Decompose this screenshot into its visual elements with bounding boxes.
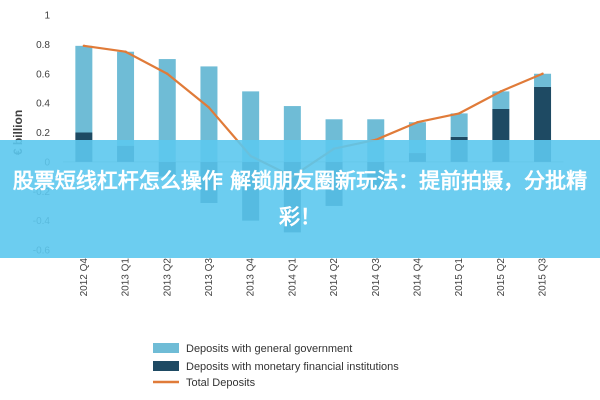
x-tick-label: 2015 Q2: [496, 258, 507, 297]
bar-government-deposits: [450, 113, 468, 137]
bar-government-deposits: [75, 45, 93, 133]
total-deposits-point: [166, 72, 169, 75]
y-tick-label: 1: [44, 11, 50, 22]
total-deposits-point: [416, 121, 419, 124]
x-tick-label: 2013 Q1: [121, 258, 132, 297]
bar-government-deposits: [117, 51, 135, 146]
legend-label: Deposits with monetary financial institu…: [186, 361, 399, 373]
x-tick-label: 2014 Q1: [287, 258, 298, 297]
total-deposits-point: [499, 90, 503, 93]
total-deposits-point: [541, 72, 544, 75]
total-deposits-point: [457, 112, 461, 115]
legend: Deposits with general government Deposits…: [153, 343, 399, 389]
x-tick-label: 2015 Q1: [454, 258, 465, 297]
banner-text: 股票短线杠杆怎么操作 解锁朋友圈新玩法：提前拍摄，分批精彩！: [12, 169, 588, 229]
bar-government-deposits: [534, 73, 552, 87]
legend-swatch: [153, 343, 179, 353]
legend-swatch: [153, 361, 179, 371]
total-deposits-point: [124, 50, 127, 53]
y-tick-label: 0.8: [36, 40, 50, 51]
bar-government-deposits: [200, 66, 218, 162]
x-tick-label: 2013 Q3: [204, 258, 215, 297]
x-tick-label: 2014 Q2: [329, 258, 340, 297]
x-tick-label: 2013 Q4: [246, 258, 257, 297]
total-deposits-point: [207, 106, 211, 109]
y-tick-label: 0.4: [36, 99, 50, 110]
y-tick-label: 0.6: [36, 69, 50, 80]
y-tick-label: 0.2: [36, 128, 50, 139]
x-tick-label: 2012 Q4: [79, 258, 90, 297]
legend-label: Deposits with general government: [186, 343, 352, 355]
bar-government-deposits: [492, 91, 510, 109]
x-axis: 2012 Q4 2013 Q1 2013 Q2 2013 Q3 2013 Q4 2014 …: [79, 258, 549, 297]
legend-label: Total Deposits: [186, 377, 256, 389]
x-tick-label: 2014 Q3: [371, 258, 382, 297]
x-tick-label: 2013 Q2: [162, 258, 173, 297]
bar-government-deposits: [158, 59, 176, 162]
x-tick-label: 2015 Q3: [538, 258, 549, 297]
x-tick-label: 2014 Q4: [412, 258, 423, 297]
promo-banner: 股票短线杠杆怎么操作 解锁朋友圈新玩法：提前拍摄，分批精彩！: [0, 140, 600, 258]
total-deposits-point: [82, 44, 86, 48]
